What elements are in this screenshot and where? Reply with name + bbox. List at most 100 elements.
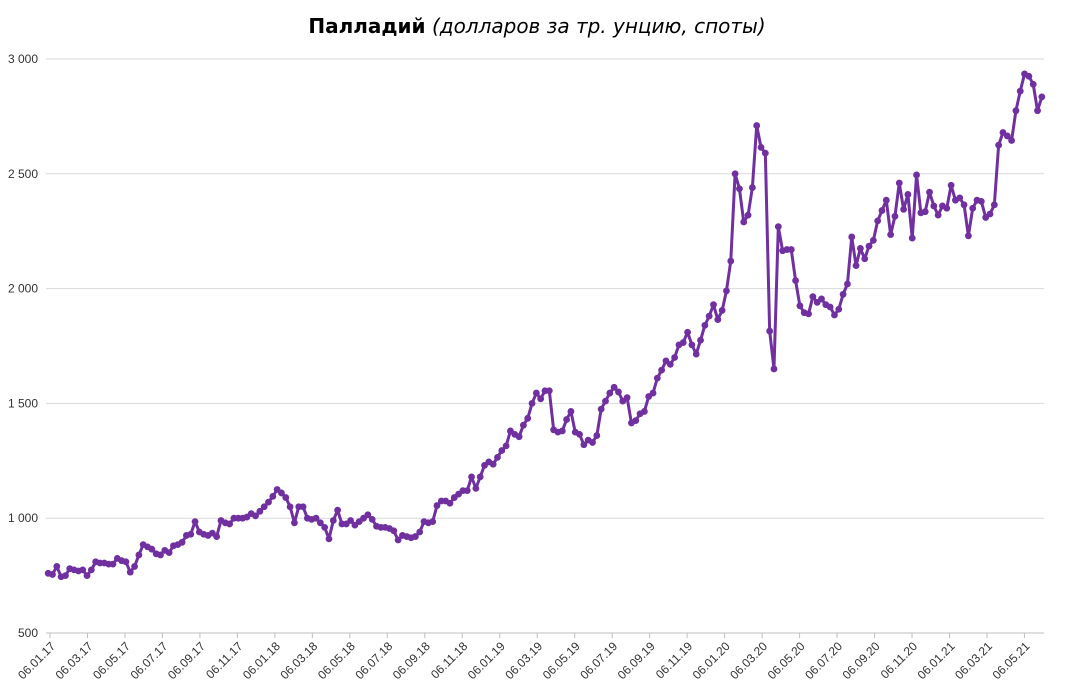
data-point	[321, 523, 329, 531]
data-point	[109, 560, 117, 568]
data-point	[666, 360, 674, 368]
data-point	[602, 397, 609, 405]
data-point	[748, 184, 756, 191]
data-point	[835, 305, 843, 313]
data-point	[640, 408, 648, 415]
chart-title: Палладий (долларов за тр. унцию, споты)	[0, 14, 1074, 38]
data-point	[286, 503, 294, 511]
data-point	[615, 388, 622, 396]
x-tick-label: 06.03.20	[727, 639, 770, 682]
data-point	[714, 316, 722, 323]
data-point	[740, 218, 748, 226]
data-point	[1012, 107, 1020, 115]
data-point	[122, 558, 130, 566]
data-point	[943, 204, 951, 212]
data-point	[226, 520, 234, 528]
data-point	[921, 208, 929, 216]
x-tick-label: 06.07.17	[128, 639, 171, 682]
data-point	[826, 303, 834, 311]
data-point	[947, 181, 955, 189]
data-point	[316, 519, 324, 527]
x-tick-label: 06.11.19	[653, 639, 696, 682]
data-point	[1025, 72, 1033, 80]
data-point	[83, 572, 91, 579]
x-axis-ticks: 06.01.1706.03.1706.05.1706.07.1706.09.17…	[15, 633, 1033, 682]
data-point	[977, 197, 985, 205]
data-point	[347, 517, 354, 524]
chart-title-main: Палладий	[308, 14, 426, 38]
data-point	[839, 290, 847, 298]
data-point	[653, 374, 661, 382]
data-point	[265, 498, 272, 506]
x-tick-label: 06.09.19	[615, 639, 658, 682]
data-point	[312, 514, 320, 522]
data-point	[934, 211, 942, 219]
x-tick-label: 06.11.20	[878, 639, 921, 682]
data-point	[990, 201, 998, 209]
data-point	[563, 416, 570, 423]
y-tick-label: 2 500	[8, 167, 38, 181]
data-point	[394, 536, 402, 544]
x-tick-label: 06.01.20	[690, 639, 733, 682]
data-point	[593, 432, 601, 439]
data-point	[718, 307, 726, 314]
x-tick-label: 06.09.17	[165, 639, 208, 682]
data-point	[416, 528, 424, 536]
data-point	[986, 210, 994, 218]
x-tick-label: 06.07.20	[802, 639, 845, 682]
data-point	[1034, 107, 1041, 115]
data-point	[913, 171, 920, 179]
data-point	[524, 414, 532, 422]
x-tick-label: 06.03.21	[952, 639, 995, 682]
data-point	[126, 568, 134, 576]
data-point	[895, 179, 903, 187]
data-point	[960, 201, 968, 209]
x-tick-label: 06.03.19	[502, 639, 545, 682]
data-point	[671, 354, 679, 361]
data-point	[334, 506, 342, 514]
data-point	[476, 473, 484, 481]
data-point	[299, 503, 307, 511]
data-point	[1003, 132, 1011, 140]
x-tick-label: 06.05.21	[990, 639, 1033, 682]
y-tick-label: 2 000	[8, 282, 38, 296]
data-point	[472, 484, 480, 492]
data-point	[731, 170, 739, 178]
data-point	[679, 339, 687, 346]
data-point	[710, 301, 717, 309]
data-point	[62, 572, 69, 579]
x-tick-label: 06.07.18	[352, 639, 395, 682]
data-point	[770, 365, 778, 373]
data-point	[165, 549, 173, 557]
data-point	[291, 519, 298, 527]
data-point	[520, 421, 527, 429]
data-point	[468, 473, 475, 481]
data-point	[252, 512, 259, 520]
data-point	[411, 533, 419, 540]
data-point	[869, 236, 877, 244]
data-point	[256, 507, 264, 515]
data-point	[649, 389, 657, 397]
y-tick-label: 1 000	[8, 511, 38, 525]
data-point	[282, 494, 290, 501]
data-point	[792, 277, 799, 284]
x-tick-label: 06.03.18	[277, 639, 320, 682]
data-point	[79, 566, 87, 574]
data-point	[623, 394, 631, 402]
data-point	[1038, 93, 1046, 101]
data-point	[684, 328, 691, 336]
data-point	[325, 535, 333, 543]
data-point	[580, 441, 588, 449]
data-point	[736, 185, 743, 193]
data-point	[515, 433, 523, 441]
x-tick-label: 06.07.19	[577, 639, 620, 682]
data-point	[610, 383, 618, 391]
data-point	[632, 417, 640, 425]
data-point	[995, 141, 1003, 149]
data-point	[848, 233, 856, 241]
data-point	[278, 489, 285, 497]
data-point	[874, 217, 882, 225]
series-line	[47, 72, 1044, 579]
data-point	[956, 194, 964, 202]
